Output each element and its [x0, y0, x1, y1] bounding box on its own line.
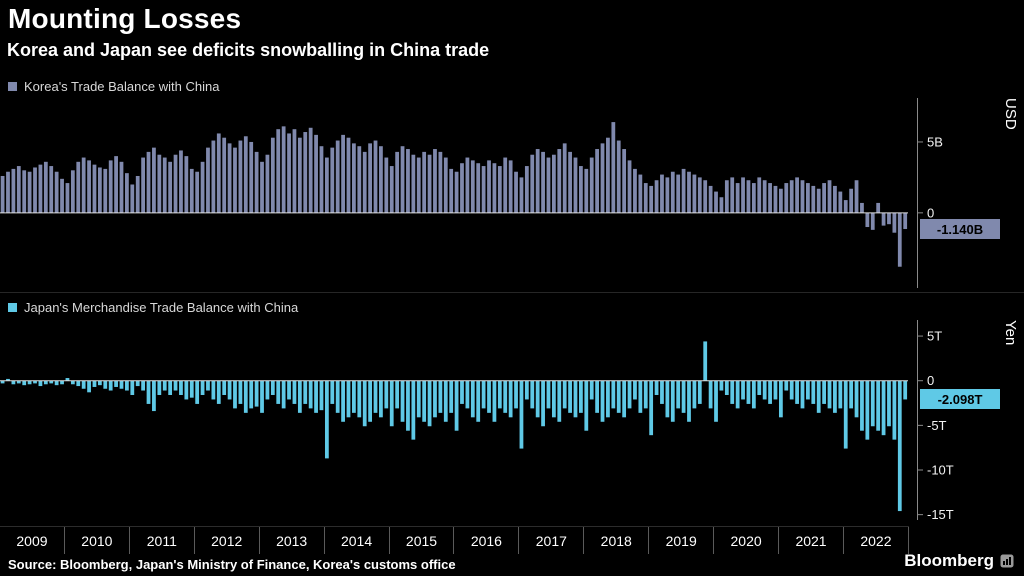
x-axis-year-label: 2016 [454, 527, 520, 554]
japan-y-tick-label: 0 [927, 373, 934, 388]
japan-y-tick-label: -15T [927, 507, 954, 520]
japan-bars-group [0, 341, 908, 512]
bloomberg-chart-icon [1000, 554, 1014, 568]
japan-legend: Japan's Merchandise Trade Balance with C… [8, 300, 298, 315]
korea-chart-panel: 5B 0 -1.140B USD [0, 98, 1024, 288]
japan-legend-label: Japan's Merchandise Trade Balance with C… [24, 300, 299, 315]
x-axis-year-label: 2022 [844, 527, 909, 554]
korea-plot-area: 5B 0 [0, 98, 1024, 288]
korea-legend-label: Korea's Trade Balance with China [24, 79, 220, 94]
x-axis-year-label: 2009 [0, 527, 65, 554]
x-axis-year-label: 2014 [325, 527, 390, 554]
korea-plot-svg: 5B 0 [0, 98, 943, 288]
korea-bars-group [0, 122, 908, 267]
japan-plot-svg: 5T 0 -5T -10T -15T [0, 320, 954, 522]
korea-y-tick-label: 0 [927, 205, 934, 220]
japan-y-tick-label: -5T [927, 418, 947, 433]
page-subtitle: Korea and Japan see deficits snowballing… [7, 40, 490, 60]
x-axis-year-label: 2012 [195, 527, 260, 554]
page-title: Mounting Losses [8, 3, 242, 34]
japan-y-tick-label: -10T [927, 463, 954, 478]
x-axis-year-label: 2020 [714, 527, 780, 554]
panel-divider [0, 292, 1024, 293]
korea-legend-swatch-icon [8, 82, 17, 91]
japan-legend-swatch-icon [8, 303, 17, 312]
x-axis-year-band: 2009 2010 2011 2012 2013 2014 2015 2016 2017 2018… [0, 526, 909, 554]
japan-axis-unit-label: Yen [1002, 320, 1019, 346]
korea-axis-unit-label: USD [1002, 98, 1019, 130]
x-axis-year-label: 2018 [584, 527, 650, 554]
source-text: Source: Bloomberg, Japan's Ministry of F… [8, 557, 456, 572]
x-axis-year-label: 2011 [130, 527, 195, 554]
x-axis-year-label: 2013 [260, 527, 325, 554]
korea-last-value-badge: -1.140B [920, 219, 1000, 239]
bloomberg-wordmark: Bloomberg [904, 551, 994, 570]
x-axis-year-label: 2019 [649, 527, 715, 554]
japan-plot-area: 5T 0 -5T -10T -15T [0, 320, 1024, 522]
x-axis-year-label: 2021 [779, 527, 844, 554]
bloomberg-logo: Bloomberg [904, 551, 1014, 571]
korea-y-tick-label: 5B [927, 134, 943, 149]
x-axis-year-label: 2010 [65, 527, 130, 554]
x-axis-year-label: 2015 [390, 527, 455, 554]
japan-y-tick-label: 5T [927, 329, 942, 344]
japan-chart-panel: 5T 0 -5T -10T -15T -2.098T Yen [0, 320, 1024, 522]
korea-legend: Korea's Trade Balance with China [8, 79, 219, 94]
japan-last-value-badge: -2.098T [920, 389, 1000, 410]
x-axis-year-label: 2017 [519, 527, 585, 554]
